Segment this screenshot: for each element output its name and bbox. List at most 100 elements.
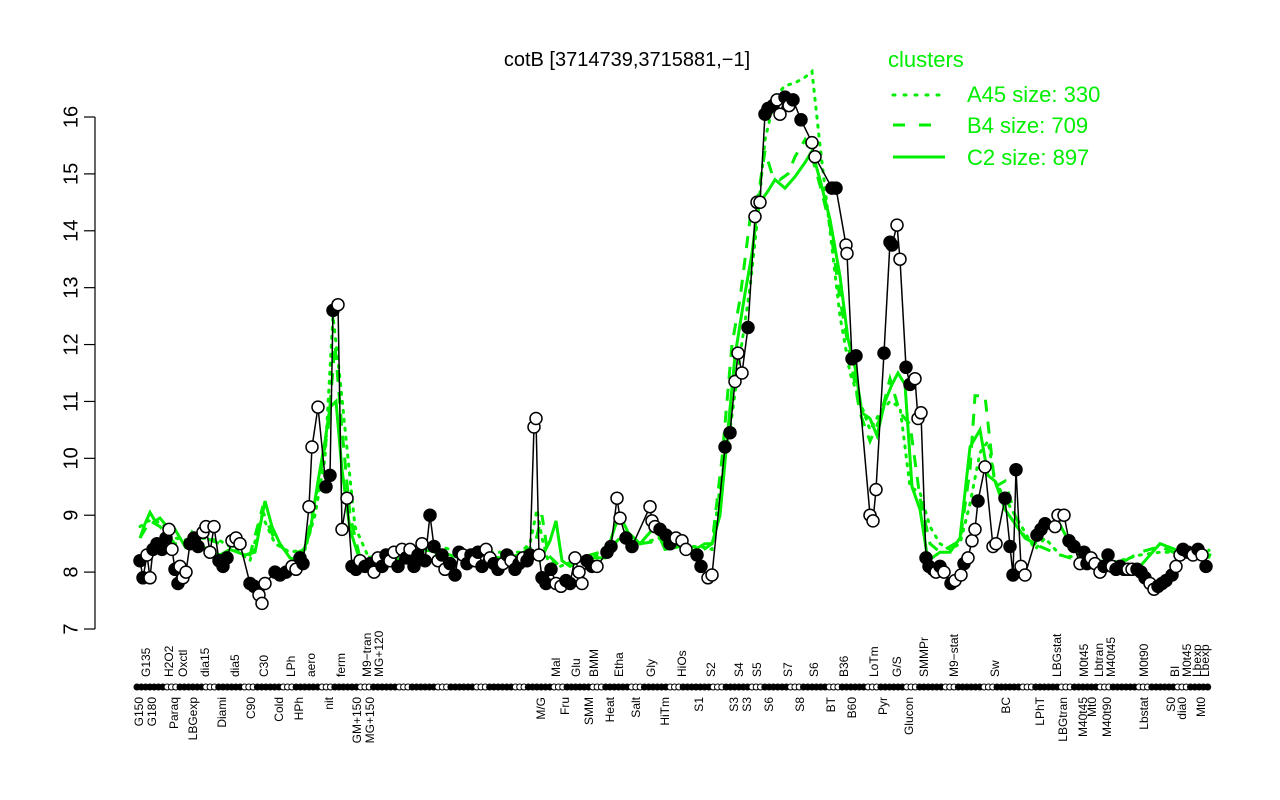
y-tick-label: 7: [60, 623, 82, 634]
legend-entry-b4: B4 size: 709: [967, 113, 1088, 138]
x-tick-label: Gly: [644, 659, 658, 677]
x-tick-label: Oxctl: [176, 650, 190, 677]
data-point: [443, 556, 457, 571]
data-point: [418, 553, 432, 568]
data-point: [643, 499, 657, 514]
data-point: [563, 576, 577, 591]
data-point: [829, 181, 843, 195]
data-point: [590, 559, 604, 574]
x-tick-label: M40t45: [1076, 697, 1090, 737]
data-point: [718, 440, 732, 454]
data-point: [748, 209, 762, 224]
data-point: [705, 568, 719, 582]
x-tick-label: LPh: [284, 656, 298, 677]
x-tick-label: S3: [727, 697, 741, 712]
y-axis: 7 8 9 10 11 12 13 14 15 16: [60, 106, 96, 635]
x-tick-label: Glucon: [902, 697, 916, 735]
y-tick-label: 13: [60, 277, 82, 299]
data-point: [319, 480, 333, 494]
data-point: [575, 576, 589, 591]
x-tick-label: Fru: [558, 697, 572, 715]
x-tick-label: S7: [781, 662, 795, 677]
x-tick-label: Mt0: [1085, 697, 1099, 717]
data-point: [1009, 462, 1023, 477]
data-point: [1101, 548, 1115, 562]
x-tick-label: dia15: [198, 647, 212, 677]
data-point: [391, 559, 405, 574]
legend-entry-a45: A45 size: 330: [967, 82, 1100, 107]
x-tick-label: Glu: [569, 658, 583, 677]
data-point: [302, 499, 316, 514]
data-point: [323, 468, 337, 483]
legend-entry-c2: C2 size: 897: [967, 145, 1089, 170]
data-point: [690, 548, 704, 562]
x-tick-label: S2: [704, 662, 718, 677]
data-point: [849, 349, 863, 363]
x-tick-label: B60: [845, 697, 859, 719]
data-point: [613, 511, 627, 525]
data-point: [191, 539, 205, 554]
x-tick-label: Pyr: [876, 697, 890, 715]
cluster-lines: [138, 68, 1212, 569]
x-tick-label: H2O2: [162, 645, 176, 677]
data-point: [786, 93, 800, 107]
x-tick-label: BT: [824, 696, 838, 712]
data-point: [143, 571, 157, 585]
x-tick-label: LPhT: [1033, 696, 1047, 725]
x-tick-label: BC: [999, 697, 1013, 714]
data-point: [1169, 559, 1183, 574]
data-point: [989, 536, 1003, 551]
x-tick-label: HPh: [292, 697, 306, 720]
data-point: [866, 514, 880, 528]
x-tick-label: LBGtran: [1056, 697, 1070, 742]
data-point: [773, 107, 787, 121]
x-marker: [1204, 683, 1212, 691]
y-tick-label: 9: [60, 510, 82, 521]
data-point: [255, 596, 269, 611]
x-tick-label: G/S: [890, 656, 904, 677]
data-point: [331, 297, 345, 312]
data-point: [735, 366, 749, 380]
chart-title: cotB [3714739,3715881,−1]: [504, 49, 750, 71]
x-axis-labels: G135 H2O2 Oxctl dia15 dia5 C30 LPh aero ferm M9−t…: [132, 630, 1212, 743]
x-tick-label: M0t90: [1137, 643, 1151, 677]
x-tick-label: SMMPr: [917, 637, 931, 677]
x-tick-label: Heat: [603, 696, 617, 722]
x-tick-label: LBGstat: [1050, 633, 1064, 677]
data-point: [604, 539, 618, 554]
x-tick-label: Lbexp: [1198, 644, 1212, 677]
x-tick-label: M0t45: [1180, 643, 1194, 677]
x-tick-label: HiOs: [675, 650, 689, 677]
x-tick-label: ferm: [334, 653, 348, 677]
data-point: [311, 400, 325, 414]
y-tick-label: 12: [60, 333, 82, 355]
data-point: [568, 551, 582, 565]
data-point: [572, 565, 586, 579]
data-point: [753, 195, 767, 210]
x-tick-label: C90: [244, 697, 258, 719]
data-point: [899, 360, 913, 375]
x-tick-label: Lbexp: [1190, 644, 1204, 677]
y-tick-label: 16: [60, 106, 82, 128]
data-point: [532, 548, 546, 562]
x-tick-label: MG+150: [363, 697, 377, 744]
cluster-line-dashed: [138, 136, 1211, 569]
data-point: [544, 562, 558, 577]
x-tick-label: B36: [837, 655, 851, 677]
x-tick-label: G150: [132, 697, 146, 727]
data-point: [335, 522, 349, 537]
x-tick-label: Salt: [629, 696, 643, 717]
data-point: [162, 522, 176, 537]
data-point: [1018, 568, 1032, 582]
data-point: [1057, 508, 1071, 522]
data-point: [961, 551, 975, 565]
data-point: [1067, 539, 1081, 554]
x-tick-label: Cold: [272, 697, 286, 722]
x-tick-label: Mt0: [1194, 697, 1208, 717]
x-tick-label: Mal: [549, 658, 563, 677]
x-tick-label: S6: [762, 697, 776, 712]
data-point: [794, 113, 808, 127]
data-point: [890, 218, 904, 232]
y-tick-label: 8: [60, 567, 82, 578]
data-point: [808, 150, 822, 164]
